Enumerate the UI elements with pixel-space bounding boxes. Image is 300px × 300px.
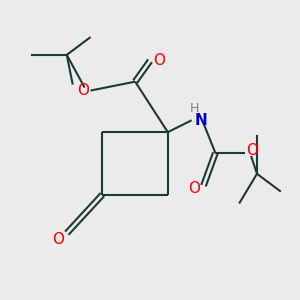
Text: N: N [194, 113, 207, 128]
Text: H: H [190, 102, 199, 115]
Text: O: O [247, 142, 259, 158]
Text: O: O [77, 83, 89, 98]
Text: O: O [52, 232, 64, 247]
Text: O: O [189, 181, 201, 196]
Text: O: O [153, 53, 165, 68]
